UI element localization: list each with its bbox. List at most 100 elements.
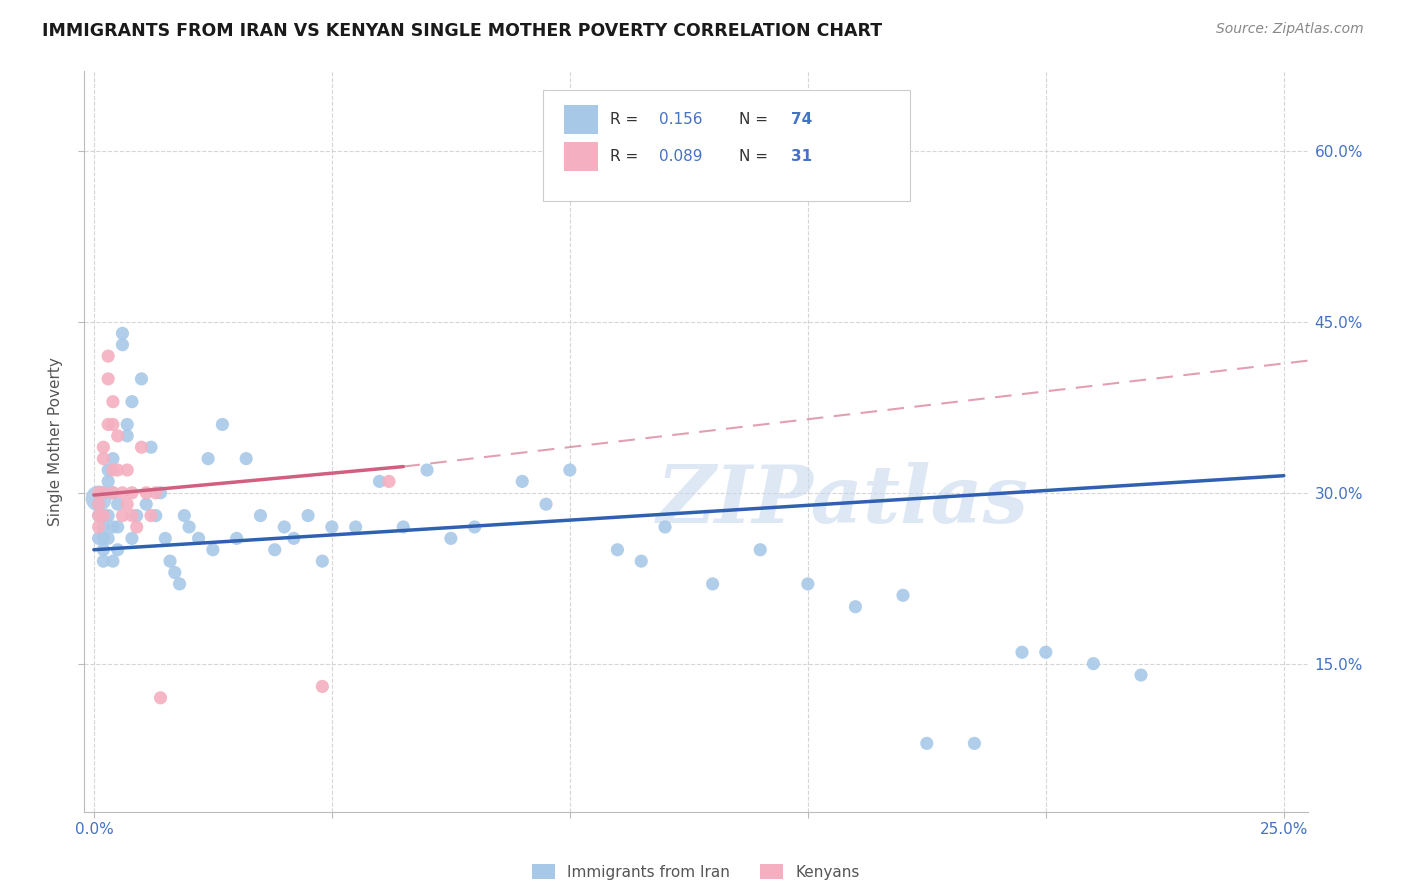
Point: [159, 554, 181, 568]
Text: R =: R =: [610, 149, 644, 164]
Point: [225, 532, 247, 546]
Point: [87, 532, 110, 546]
Point: [1011, 645, 1033, 659]
Point: [101, 520, 124, 534]
Point: [145, 508, 167, 523]
Point: [297, 508, 319, 523]
Point: [139, 508, 162, 523]
Point: [135, 485, 157, 500]
Point: [125, 508, 148, 523]
Point: [93, 542, 115, 557]
Point: [121, 532, 143, 546]
Point: [131, 440, 153, 454]
Point: [101, 394, 124, 409]
Point: [311, 680, 333, 694]
Point: [534, 497, 557, 511]
Point: [87, 497, 110, 511]
Point: [101, 485, 124, 500]
Point: [201, 542, 224, 557]
Point: [93, 520, 115, 534]
Point: [173, 508, 195, 523]
Point: [915, 736, 938, 750]
Point: [963, 736, 986, 750]
Text: 0.156: 0.156: [659, 112, 703, 127]
Point: [416, 463, 439, 477]
Point: [93, 554, 115, 568]
Point: [115, 497, 138, 511]
Point: [1035, 645, 1057, 659]
FancyBboxPatch shape: [564, 142, 598, 171]
Point: [111, 326, 134, 341]
Point: [368, 475, 391, 489]
Point: [311, 554, 333, 568]
Point: [121, 508, 143, 523]
Point: [111, 508, 134, 523]
Point: [606, 542, 628, 557]
Text: R =: R =: [610, 112, 644, 127]
Point: [97, 475, 120, 489]
Point: [749, 542, 772, 557]
Point: [149, 485, 172, 500]
Point: [87, 508, 110, 523]
Text: N =: N =: [738, 112, 773, 127]
Point: [1083, 657, 1105, 671]
Point: [97, 349, 120, 363]
Point: [87, 491, 110, 506]
Point: [163, 566, 186, 580]
Point: [107, 429, 129, 443]
Point: [177, 520, 200, 534]
Point: [440, 532, 463, 546]
Point: [97, 463, 120, 477]
Point: [101, 554, 124, 568]
FancyBboxPatch shape: [543, 90, 910, 201]
Point: [249, 508, 271, 523]
Point: [121, 485, 143, 500]
Point: [797, 577, 820, 591]
Point: [891, 588, 914, 602]
Point: [464, 520, 486, 534]
Point: [558, 463, 581, 477]
Point: [101, 451, 124, 466]
Point: [155, 532, 177, 546]
Point: [107, 463, 129, 477]
Point: [107, 497, 129, 511]
Point: [273, 520, 295, 534]
Point: [115, 463, 138, 477]
Point: [115, 429, 138, 443]
Point: [97, 417, 120, 432]
Point: [101, 417, 124, 432]
Point: [93, 508, 115, 523]
Point: [392, 520, 415, 534]
Text: 74: 74: [792, 112, 813, 127]
Point: [510, 475, 533, 489]
Point: [107, 542, 129, 557]
Point: [169, 577, 191, 591]
Point: [211, 417, 233, 432]
Point: [187, 532, 209, 546]
Text: 0.089: 0.089: [659, 149, 703, 164]
Point: [197, 451, 219, 466]
Point: [131, 372, 153, 386]
Text: IMMIGRANTS FROM IRAN VS KENYAN SINGLE MOTHER POVERTY CORRELATION CHART: IMMIGRANTS FROM IRAN VS KENYAN SINGLE MO…: [42, 22, 883, 40]
Point: [93, 451, 115, 466]
Point: [115, 417, 138, 432]
Point: [844, 599, 866, 614]
Point: [263, 542, 285, 557]
Point: [97, 532, 120, 546]
Text: N =: N =: [738, 149, 773, 164]
Point: [139, 440, 162, 454]
Point: [87, 485, 110, 500]
Point: [93, 508, 115, 523]
Text: 31: 31: [792, 149, 813, 164]
Point: [97, 372, 120, 386]
Point: [630, 554, 652, 568]
Point: [101, 463, 124, 477]
Point: [87, 497, 110, 511]
Point: [235, 451, 257, 466]
Point: [378, 475, 401, 489]
Point: [702, 577, 724, 591]
Point: [121, 394, 143, 409]
Point: [107, 520, 129, 534]
Point: [93, 440, 115, 454]
Point: [1130, 668, 1153, 682]
